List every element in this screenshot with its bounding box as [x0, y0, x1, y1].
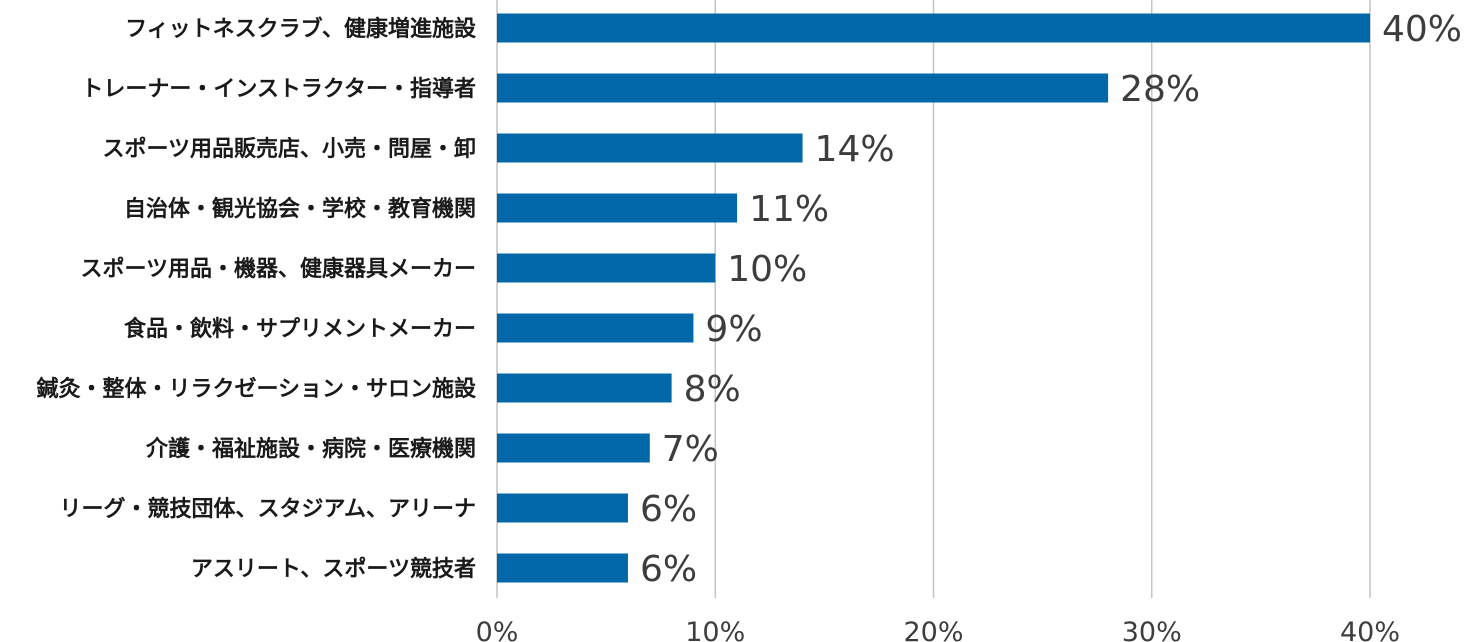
bar: [497, 433, 650, 463]
bar: [497, 73, 1109, 103]
bar: [497, 133, 803, 163]
bar: [497, 13, 1370, 43]
category-label: フィットネスクラブ、健康増進施設: [125, 16, 477, 42]
value-label: 14%: [815, 129, 895, 170]
category-label: スポーツ用品・機器、健康器具メーカー: [80, 256, 476, 282]
label-layer: フィットネスクラブ、健康増進施設 40% トレーナー・インストラクター・指導者 28%…: [36, 9, 1462, 590]
x-tick-label: 30%: [1122, 617, 1182, 642]
category-label: 鍼灸・整体・リラクゼーション・サロン施設: [36, 376, 477, 402]
value-label: 9%: [705, 309, 762, 350]
category-label: 自治体・観光協会・学校・教育機関: [124, 196, 476, 222]
category-label: 介護・福祉施設・病院・医療機関: [145, 436, 476, 462]
x-tick-label: 20%: [903, 617, 963, 642]
bar: [497, 553, 628, 583]
value-label: 11%: [749, 189, 829, 230]
bar: [497, 313, 694, 343]
category-label: スポーツ用品販売店、小売・問屋・卸: [102, 136, 476, 162]
bar: [497, 373, 672, 403]
category-label: リーグ・競技団体、スタジアム、アリーナ: [60, 496, 476, 522]
value-label: 6%: [640, 549, 697, 590]
bar-layer: [497, 13, 1370, 583]
value-label: 8%: [684, 369, 741, 410]
value-label: 10%: [727, 249, 807, 290]
bar: [497, 193, 738, 223]
x-tick-label: 0%: [476, 617, 519, 642]
x-tick-label: 10%: [685, 617, 745, 642]
bar: [497, 493, 628, 523]
tick-layer: 0% 10% 20% 30% 40%: [476, 617, 1400, 642]
value-label: 6%: [640, 489, 697, 530]
category-label: トレーナー・インストラクター・指導者: [81, 76, 476, 102]
value-label: 40%: [1382, 9, 1462, 50]
category-label: 食品・飲料・サプリメントメーカー: [124, 316, 476, 342]
x-tick-label: 40%: [1340, 617, 1400, 642]
bar: [497, 253, 716, 283]
category-label: アスリート、スポーツ競技者: [191, 556, 476, 582]
value-label: 7%: [662, 429, 719, 470]
value-label: 28%: [1120, 69, 1200, 110]
